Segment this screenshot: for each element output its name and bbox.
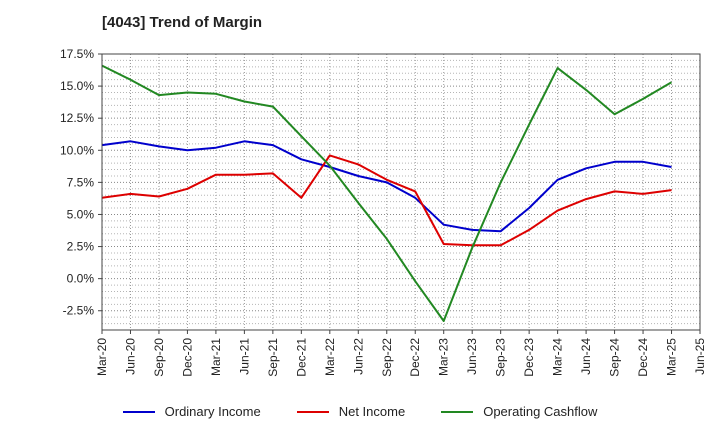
legend-label: Net Income bbox=[338, 404, 406, 419]
x-tick-label: Sep-20 bbox=[152, 338, 166, 377]
x-tick-label: Dec-24 bbox=[636, 338, 650, 377]
x-tick-label: Dec-23 bbox=[522, 338, 536, 377]
x-tick-label: Mar-20 bbox=[95, 338, 109, 376]
x-tick-label: Sep-23 bbox=[494, 338, 508, 377]
plot-border bbox=[101, 53, 701, 331]
x-tick-label: Sep-22 bbox=[380, 338, 394, 377]
axes: 17.5% 15.0% 12.5% 10.0% 7.5% 5.0% 2.5% 0.0% -2.5… bbox=[60, 47, 707, 377]
x-tick-label: Mar-22 bbox=[323, 338, 337, 376]
legend-item: Operating Cashflow bbox=[441, 404, 597, 419]
x-tick-label: Dec-20 bbox=[180, 338, 194, 377]
series-line-operating-cashflow bbox=[101, 64, 673, 322]
x-tick-label: Dec-21 bbox=[294, 338, 308, 377]
x-tick-label: Mar-23 bbox=[437, 338, 451, 376]
y-tick-label: 17.5% bbox=[60, 47, 94, 61]
series-lines bbox=[101, 64, 673, 322]
legend-swatch bbox=[441, 410, 474, 413]
x-tick-label: Jun-21 bbox=[237, 338, 251, 375]
x-tick-label: Sep-21 bbox=[266, 338, 280, 377]
x-tick-label: Dec-22 bbox=[408, 338, 422, 377]
x-tick-label: Mar-25 bbox=[665, 338, 679, 376]
y-tick-label: -2.5% bbox=[63, 304, 95, 318]
x-tick-label: Mar-21 bbox=[209, 338, 223, 376]
x-tick-label: Jun-24 bbox=[579, 338, 593, 375]
legend-item: Ordinary Income bbox=[122, 404, 261, 419]
x-tick-label: Mar-24 bbox=[551, 338, 565, 376]
series-line-net-income bbox=[101, 154, 672, 247]
y-tick-label: 0.0% bbox=[67, 272, 95, 286]
y-tick-label: 12.5% bbox=[60, 111, 94, 125]
x-tick-label: Jun-20 bbox=[123, 338, 137, 375]
legend-label: Ordinary Income bbox=[164, 404, 261, 419]
chart-title: [4043] Trend of Margin bbox=[102, 14, 263, 31]
x-tick-label: Jun-22 bbox=[351, 338, 365, 375]
x-tick-label: Jun-23 bbox=[465, 338, 479, 375]
legend-swatch bbox=[122, 410, 155, 413]
y-tick-label: 7.5% bbox=[67, 175, 95, 189]
series-line-ordinary-income bbox=[101, 140, 672, 233]
y-tick-label: 5.0% bbox=[67, 207, 95, 221]
x-tick-label: Sep-24 bbox=[608, 338, 622, 377]
y-tick-label: 10.0% bbox=[60, 143, 94, 157]
legend-swatch bbox=[296, 410, 329, 413]
y-tick-label: 15.0% bbox=[60, 79, 94, 93]
x-tick-label: Jun-25 bbox=[693, 338, 707, 375]
y-tick-label: 2.5% bbox=[67, 240, 95, 254]
legend: Ordinary Income Net Income Operating Cashf… bbox=[0, 404, 720, 419]
legend-item: Net Income bbox=[296, 404, 406, 419]
legend-label: Operating Cashflow bbox=[483, 404, 598, 419]
